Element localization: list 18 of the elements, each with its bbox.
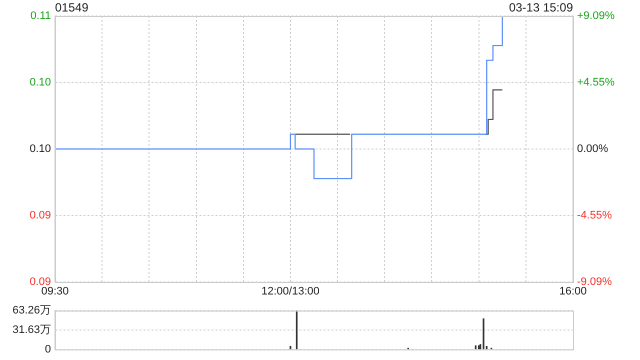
y-tick-label: 63.26万	[12, 304, 51, 317]
y-tick-label: 0	[44, 343, 51, 356]
y-tick-label: 0.10	[30, 76, 51, 89]
x-tick-label: 09:30	[41, 286, 69, 298]
y2-tick-label: -4.55%	[577, 210, 612, 222]
x-tick-label: 12:00/13:00	[261, 286, 320, 298]
y-tick-label: 0.11	[30, 10, 51, 22]
y2-tick-label: 0.00%	[577, 143, 608, 156]
y-tick-label: 0.09	[30, 210, 51, 222]
y-tick-label: 31.63万	[12, 324, 51, 336]
text: 03-13 15:09	[508, 0, 574, 14]
y-tick-label: 0.09	[30, 276, 51, 288]
y-tick-label: 0.10	[30, 143, 51, 156]
x-tick-label: 16:00	[559, 286, 587, 298]
y2-tick-label: +9.09%	[577, 10, 615, 22]
chart-title: 01549	[55, 0, 89, 14]
y2-tick-label: -9.09%	[577, 276, 612, 288]
y2-tick-label: +4.55%	[577, 76, 615, 88]
